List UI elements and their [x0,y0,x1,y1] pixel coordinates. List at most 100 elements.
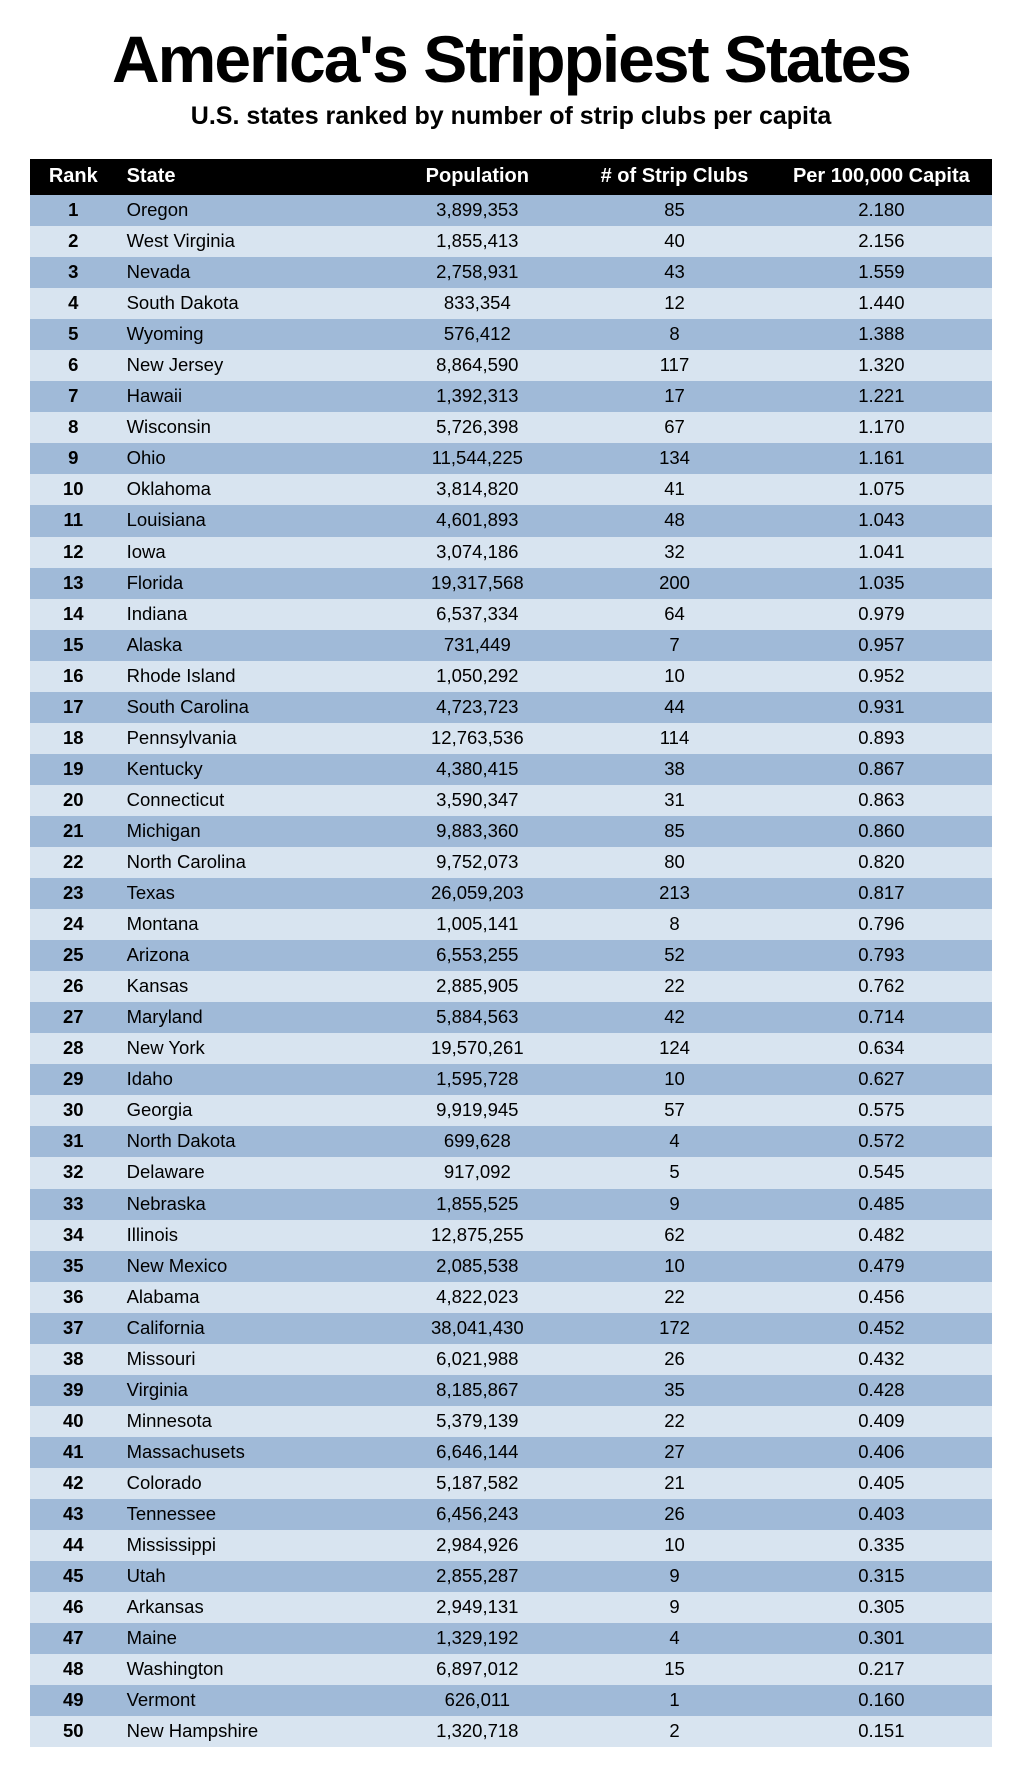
cell-capita: 0.796 [771,909,992,940]
cell-population: 12,763,536 [376,723,578,754]
table-row: 15Alaska731,44970.957 [30,630,992,661]
cell-capita: 0.817 [771,878,992,909]
cell-state: New Hampshire [117,1716,377,1747]
table-row: 47Maine1,329,19240.301 [30,1623,992,1654]
cell-clubs: 7 [578,630,770,661]
cell-clubs: 4 [578,1623,770,1654]
cell-clubs: 124 [578,1033,770,1064]
cell-population: 731,449 [376,630,578,661]
cell-capita: 0.305 [771,1592,992,1623]
cell-state: Arizona [117,940,377,971]
cell-clubs: 4 [578,1126,770,1157]
cell-population: 6,456,243 [376,1499,578,1530]
table-row: 29Idaho1,595,728100.627 [30,1064,992,1095]
cell-population: 6,553,255 [376,940,578,971]
cell-capita: 0.545 [771,1157,992,1188]
cell-clubs: 9 [578,1561,770,1592]
cell-rank: 23 [30,878,117,909]
cell-clubs: 26 [578,1344,770,1375]
cell-population: 1,595,728 [376,1064,578,1095]
cell-state: Wisconsin [117,412,377,443]
cell-population: 2,984,926 [376,1530,578,1561]
cell-capita: 0.485 [771,1189,992,1220]
cell-rank: 16 [30,661,117,692]
cell-clubs: 38 [578,754,770,785]
cell-population: 1,005,141 [376,909,578,940]
cell-clubs: 26 [578,1499,770,1530]
cell-clubs: 200 [578,568,770,599]
cell-state: Nebraska [117,1189,377,1220]
cell-rank: 36 [30,1282,117,1313]
cell-state: Louisiana [117,505,377,536]
cell-clubs: 43 [578,257,770,288]
cell-rank: 17 [30,692,117,723]
cell-population: 2,758,931 [376,257,578,288]
cell-population: 6,646,144 [376,1437,578,1468]
cell-state: Alabama [117,1282,377,1313]
cell-clubs: 22 [578,971,770,1002]
cell-rank: 39 [30,1375,117,1406]
cell-clubs: 64 [578,599,770,630]
cell-capita: 1.043 [771,505,992,536]
cell-population: 3,590,347 [376,785,578,816]
cell-capita: 1.041 [771,537,992,568]
cell-rank: 22 [30,847,117,878]
cell-state: Colorado [117,1468,377,1499]
cell-state: Minnesota [117,1406,377,1437]
cell-capita: 0.406 [771,1437,992,1468]
table-row: 9Ohio11,544,2251341.161 [30,443,992,474]
cell-population: 833,354 [376,288,578,319]
cell-state: Oklahoma [117,474,377,505]
cell-capita: 1.170 [771,412,992,443]
cell-capita: 0.151 [771,1716,992,1747]
table-row: 40Minnesota5,379,139220.409 [30,1406,992,1437]
cell-population: 4,723,723 [376,692,578,723]
table-row: 7Hawaii1,392,313171.221 [30,381,992,412]
cell-rank: 46 [30,1592,117,1623]
cell-rank: 38 [30,1344,117,1375]
cell-rank: 7 [30,381,117,412]
cell-clubs: 114 [578,723,770,754]
cell-population: 4,380,415 [376,754,578,785]
table-row: 1Oregon3,899,353852.180 [30,195,992,226]
cell-population: 4,601,893 [376,505,578,536]
cell-rank: 26 [30,971,117,1002]
cell-state: South Carolina [117,692,377,723]
cell-state: Texas [117,878,377,909]
cell-population: 6,897,012 [376,1654,578,1685]
cell-clubs: 10 [578,1530,770,1561]
table-row: 32Delaware917,09250.545 [30,1157,992,1188]
cell-rank: 47 [30,1623,117,1654]
cell-capita: 0.301 [771,1623,992,1654]
cell-state: Virginia [117,1375,377,1406]
cell-rank: 43 [30,1499,117,1530]
table-row: 12Iowa3,074,186321.041 [30,537,992,568]
cell-capita: 0.762 [771,971,992,1002]
cell-clubs: 35 [578,1375,770,1406]
cell-population: 626,011 [376,1685,578,1716]
cell-clubs: 21 [578,1468,770,1499]
cell-capita: 1.388 [771,319,992,350]
cell-capita: 1.320 [771,350,992,381]
table-row: 34Illinois12,875,255620.482 [30,1220,992,1251]
table-row: 30Georgia9,919,945570.575 [30,1095,992,1126]
table-row: 14Indiana6,537,334640.979 [30,599,992,630]
cell-state: Maine [117,1623,377,1654]
cell-rank: 8 [30,412,117,443]
cell-capita: 0.432 [771,1344,992,1375]
cell-rank: 11 [30,505,117,536]
cell-population: 19,570,261 [376,1033,578,1064]
cell-capita: 0.482 [771,1220,992,1251]
cell-clubs: 62 [578,1220,770,1251]
cell-state: Oregon [117,195,377,226]
cell-state: California [117,1313,377,1344]
table-row: 48Washington6,897,012150.217 [30,1654,992,1685]
cell-capita: 2.156 [771,226,992,257]
cell-clubs: 67 [578,412,770,443]
cell-rank: 31 [30,1126,117,1157]
cell-state: Hawaii [117,381,377,412]
cell-clubs: 31 [578,785,770,816]
cell-rank: 48 [30,1654,117,1685]
cell-population: 1,329,192 [376,1623,578,1654]
cell-rank: 49 [30,1685,117,1716]
